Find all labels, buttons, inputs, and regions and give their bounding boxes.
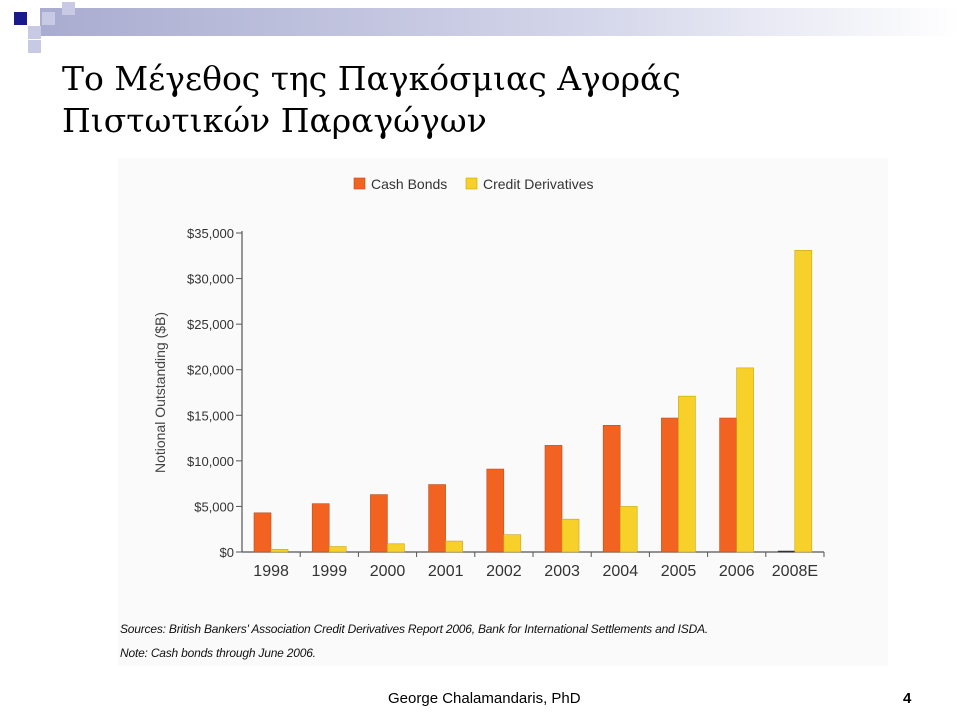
decoration-square-4: [28, 40, 41, 53]
y-tick-label: $30,000: [187, 272, 234, 287]
decoration-square-5: [62, 2, 75, 15]
y-tick-label: $25,000: [187, 317, 234, 332]
bar-cash-bonds-2003: [544, 445, 563, 553]
decoration-square-2: [28, 26, 41, 39]
y-tick-label: $20,000: [187, 363, 234, 378]
bar-cash-bonds-1999: [311, 503, 330, 553]
bar-chart: Cash Bonds Credit Derivatives $0 $5,000 $10,…: [152, 176, 825, 580]
legend-swatch-cash-bonds: [353, 177, 366, 190]
bar-credit-derivatives-2000: [387, 543, 405, 553]
decoration-square-3: [42, 12, 55, 25]
x-tick-label-1999: 1999: [312, 563, 348, 580]
sources-note: Sources: British Bankers' Association Cr…: [120, 622, 709, 636]
bar-cash-bonds-2005: [661, 417, 679, 553]
x-tick-label-2006: 2006: [719, 563, 755, 580]
y-tick-label: $35,000: [187, 226, 234, 241]
legend-swatch-credit-derivatives: [465, 177, 478, 190]
bar-cash-bonds-2004: [602, 425, 621, 553]
bar-cash-bonds-2000: [370, 494, 388, 553]
bar-cash-bonds-2001: [428, 484, 446, 553]
x-tick-label-2001: 2001: [428, 563, 464, 580]
legend-label-credit-derivatives: Credit Derivatives: [483, 176, 593, 192]
y-tick-label: $15,000: [187, 408, 234, 423]
y-axis-title: Notional Outstanding ($B): [152, 312, 168, 473]
footer-author: George Chalamandaris, PhD: [388, 690, 581, 707]
bar-credit-derivatives-2006: [736, 367, 754, 553]
slide-title-line-1: Το Μέγεθος της Παγκόσμιας Αγοράς: [62, 59, 681, 98]
page-number: 4: [903, 690, 912, 707]
bar-credit-derivatives-2008E: [794, 250, 813, 553]
cash-bonds-note: Note: Cash bonds through June 2006.: [120, 646, 316, 660]
bar-cash-bonds-1998: [253, 512, 272, 553]
x-tick-label-2008E: 2008E: [772, 563, 818, 580]
x-tick-label-2002: 2002: [486, 563, 522, 580]
x-tick-label-1998: 1998: [253, 563, 289, 580]
bar-cash-bonds-2002: [486, 468, 505, 553]
x-tick-label-2003: 2003: [544, 563, 580, 580]
y-tick-label: $5,000: [194, 499, 234, 514]
bar-credit-derivatives-2005: [678, 395, 696, 553]
bar-credit-derivatives-2003: [561, 518, 580, 553]
bar-credit-derivatives-1998: [270, 548, 289, 553]
legend-label-cash-bonds: Cash Bonds: [371, 176, 447, 192]
y-tick-label: $10,000: [187, 454, 234, 469]
bar-cash-bonds-2006: [719, 417, 737, 553]
title-decoration-bar: [40, 8, 960, 36]
chart-panel: Cash Bonds Credit Derivatives $0 $5,000 $10,…: [118, 158, 888, 666]
bar-credit-derivatives-2001: [445, 540, 463, 553]
x-tick-label-2005: 2005: [661, 563, 697, 580]
y-tick-label: $0: [220, 545, 234, 560]
x-tick-label-2000: 2000: [370, 563, 406, 580]
slide-title-line-2: Πιστωτικών Παραγώγων: [62, 101, 487, 140]
bar-credit-derivatives-2002: [503, 534, 522, 553]
bar-credit-derivatives-2004: [619, 506, 638, 553]
bar-credit-derivatives-1999: [328, 546, 347, 553]
x-tick-label-2004: 2004: [603, 563, 639, 580]
decoration-square-1: [14, 12, 27, 25]
slide-title: Το Μέγεθος της Παγκόσμιας Αγοράς Πιστωτι…: [62, 58, 922, 142]
